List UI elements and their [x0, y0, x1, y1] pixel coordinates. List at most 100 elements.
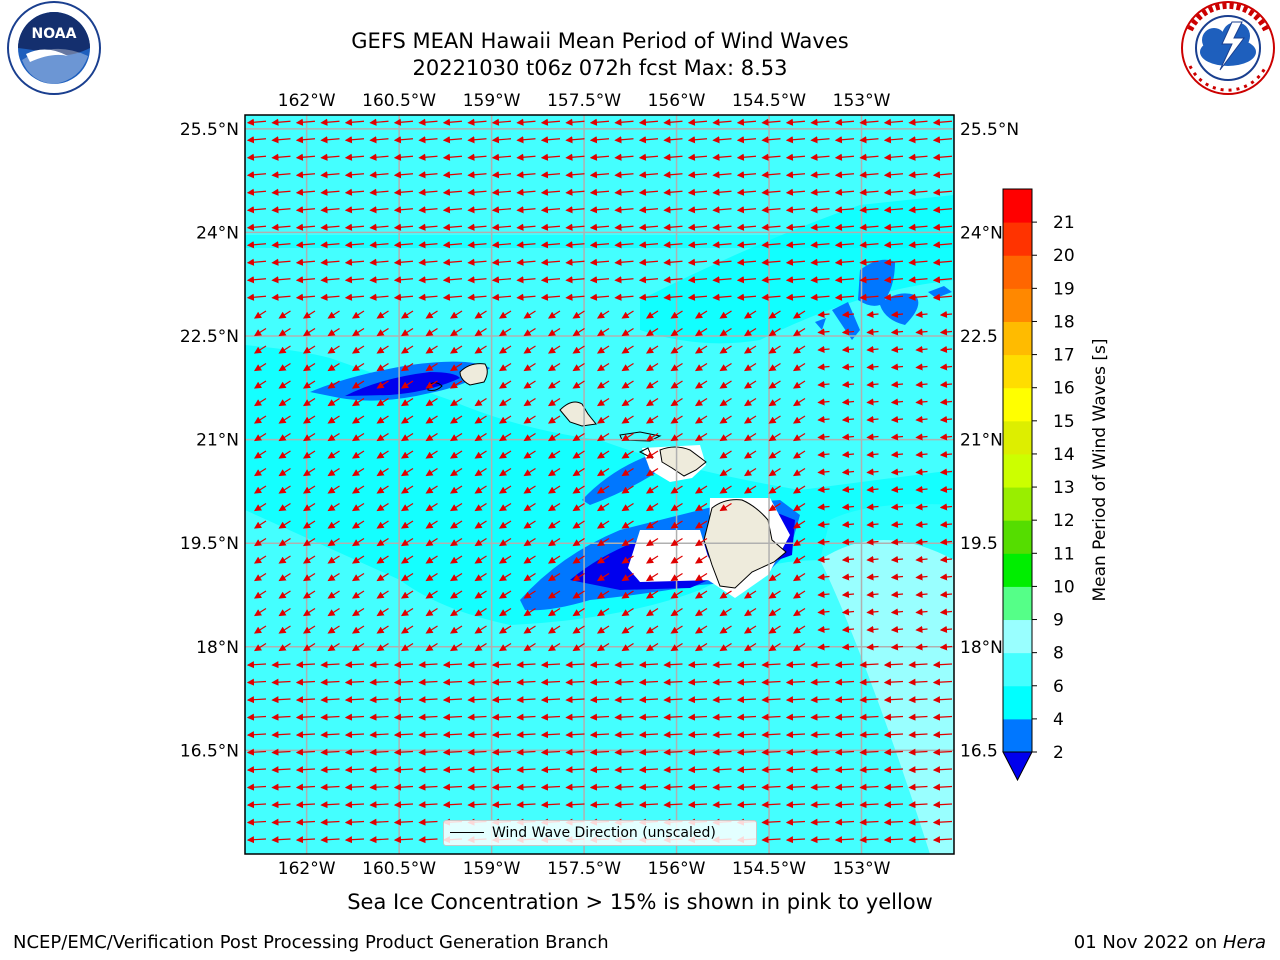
wind-vector — [425, 520, 438, 529]
wind-vector — [694, 397, 708, 407]
wind-vector — [302, 572, 316, 582]
wind-vector — [743, 380, 757, 389]
wind-vector — [327, 415, 340, 424]
wind-vector — [712, 678, 732, 686]
wind-vector — [540, 153, 561, 161]
wind-vector — [915, 485, 928, 494]
wind-vector — [523, 607, 536, 617]
wind-vector — [351, 362, 365, 372]
wind-vector — [547, 537, 561, 547]
wind-vector — [418, 766, 438, 774]
lon-tick-label-top: 160.5°W — [362, 91, 436, 111]
wind-vector — [866, 503, 879, 511]
wind-vector — [694, 362, 708, 372]
wind-vector — [890, 345, 904, 354]
wind-vector — [418, 206, 438, 214]
wind-vector — [253, 432, 267, 442]
colorbar-tick-label: 2 — [1053, 743, 1064, 763]
wind-vector — [540, 766, 561, 774]
wind-vector — [785, 766, 806, 774]
wind-vector — [932, 206, 953, 214]
wind-vector — [614, 731, 634, 739]
wind-vector — [810, 293, 830, 301]
wind-vector — [376, 467, 389, 477]
wind-vector — [498, 380, 512, 389]
wind-vector — [327, 432, 340, 442]
colorbar-segment — [1003, 453, 1032, 488]
wind-vector — [834, 748, 855, 756]
wind-vector — [516, 118, 536, 126]
wind-vector — [638, 678, 659, 686]
wind-vector — [547, 380, 561, 389]
wind-vector — [344, 136, 365, 144]
wind-vector — [810, 678, 830, 686]
wind-vector — [418, 661, 438, 669]
wind-vector — [890, 468, 904, 476]
wind-vector — [376, 520, 389, 529]
wind-vector — [792, 590, 806, 599]
wind-vector — [418, 276, 438, 284]
wind-vector — [491, 276, 512, 284]
wind-vector — [449, 467, 463, 477]
wind-vector — [638, 766, 659, 774]
wind-vector — [687, 661, 708, 669]
wind-vector — [614, 661, 634, 669]
wind-vector — [425, 310, 438, 319]
wind-vector — [932, 258, 953, 266]
wind-vector — [572, 572, 585, 582]
wind-vector — [369, 223, 389, 231]
wind-vector — [834, 136, 855, 144]
wind-vector — [663, 258, 683, 266]
wind-vector — [866, 328, 879, 336]
wind-vector — [351, 555, 365, 564]
wind-vector — [841, 590, 855, 599]
lat-tick-label-left: 24°N — [196, 223, 239, 243]
wind-vector — [915, 345, 928, 354]
wind-vector — [859, 171, 879, 179]
wind-vector — [271, 731, 291, 739]
wind-vector — [621, 397, 634, 407]
wind-vector — [908, 696, 928, 704]
wind-vector — [572, 555, 585, 564]
wind-vector — [883, 276, 904, 284]
wind-vector — [890, 503, 904, 511]
wind-vector — [320, 696, 340, 704]
wind-vector — [253, 327, 267, 337]
wind-vector — [523, 432, 536, 442]
wind-vector — [449, 450, 463, 459]
wind-vector — [621, 467, 634, 477]
wind-vector — [449, 502, 463, 512]
wind-vector — [736, 258, 757, 266]
wind-vector — [908, 661, 928, 669]
wind-vector — [351, 485, 365, 494]
wind-vector — [719, 467, 732, 477]
wind-vector — [491, 171, 512, 179]
wind-vector — [621, 450, 634, 459]
wind-vector — [908, 188, 928, 196]
wind-vector — [670, 380, 683, 389]
wind-vector — [351, 415, 365, 424]
lat-tick-label-left: 22.5°N — [180, 327, 239, 347]
wind-vector — [253, 345, 267, 354]
wind-vector — [418, 258, 438, 266]
wind-vector — [516, 241, 536, 249]
wind-vector — [614, 241, 634, 249]
wind-vector — [491, 241, 512, 249]
wind-vector — [320, 258, 340, 266]
wind-vector — [393, 171, 414, 179]
wind-vector — [425, 590, 438, 599]
wind-vector — [939, 608, 953, 616]
wind-vector — [596, 310, 610, 319]
wind-vector — [890, 380, 904, 389]
wind-vector — [278, 520, 291, 529]
wind-vector — [589, 713, 610, 721]
wind-vector — [712, 206, 732, 214]
wind-vector — [687, 171, 708, 179]
wind-vector — [638, 118, 659, 126]
wind-vector — [883, 766, 904, 774]
wind-vector — [565, 118, 585, 126]
wind-vector — [621, 590, 634, 599]
wind-vector — [351, 537, 365, 547]
wind-vector — [834, 241, 855, 249]
